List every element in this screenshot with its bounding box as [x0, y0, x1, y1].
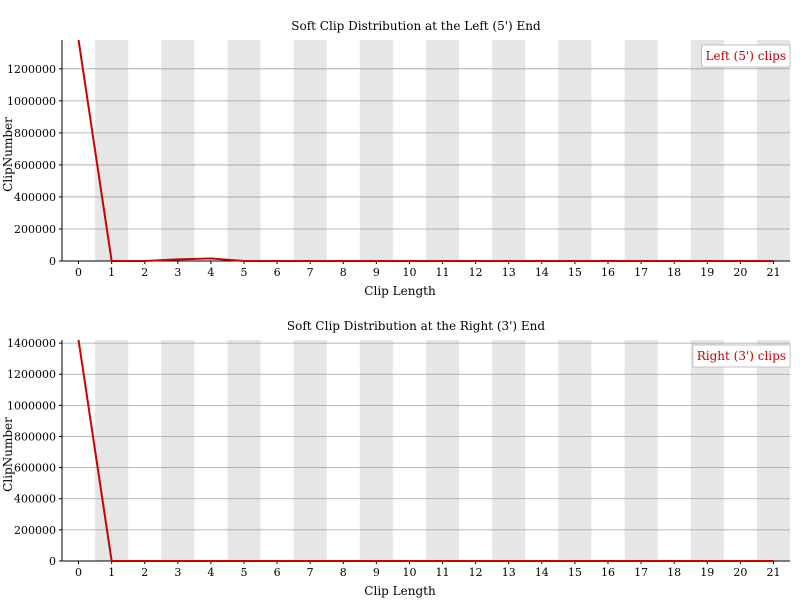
chart-title: Soft Clip Distribution at the Right (3')… [287, 319, 546, 333]
x-tick-label: 17 [634, 566, 648, 579]
category-band [161, 40, 195, 261]
x-tick-label: 18 [667, 566, 681, 579]
category-band [95, 40, 129, 261]
x-tick-label: 6 [274, 266, 281, 279]
x-tick-label: 4 [207, 266, 214, 279]
x-tick-label: 11 [436, 266, 450, 279]
x-tick-label: 12 [469, 266, 483, 279]
legend-box [692, 344, 791, 368]
category-band [558, 40, 592, 261]
x-tick-label: 2 [141, 266, 148, 279]
category-band [624, 40, 658, 261]
y-tick-label: 600000 [14, 159, 56, 172]
category-band [227, 340, 261, 561]
x-tick-label: 10 [402, 566, 416, 579]
x-tick-label: 3 [174, 566, 181, 579]
x-tick-label: 8 [340, 566, 347, 579]
y-tick-label: 0 [49, 255, 56, 268]
x-tick-label: 7 [307, 266, 314, 279]
x-tick-label: 9 [373, 266, 380, 279]
category-band [756, 40, 790, 261]
x-tick-label: 6 [274, 566, 281, 579]
x-tick-label: 14 [535, 266, 549, 279]
x-tick-label: 0 [75, 266, 82, 279]
x-tick-label: 5 [241, 266, 248, 279]
category-band [624, 340, 658, 561]
legend-entry: Right (3') clips [697, 349, 786, 363]
x-axis-label: Clip Length [364, 584, 436, 598]
x-tick-label: 7 [307, 566, 314, 579]
x-tick-label: 13 [502, 566, 516, 579]
y-tick-label: 1400000 [7, 337, 56, 350]
x-tick-label: 19 [700, 566, 714, 579]
x-tick-label: 16 [601, 266, 615, 279]
x-tick-label: 1 [108, 266, 115, 279]
category-band [492, 340, 526, 561]
y-tick-label: 400000 [14, 191, 56, 204]
category-band [227, 40, 261, 261]
x-tick-label: 13 [502, 266, 516, 279]
category-band [293, 40, 327, 261]
y-tick-label: 0 [49, 555, 56, 568]
category-band [161, 340, 195, 561]
category-band [558, 340, 592, 561]
legend-entry: Left (5') clips [706, 49, 787, 63]
category-band [293, 340, 327, 561]
x-tick-label: 2 [141, 566, 148, 579]
category-band [690, 40, 724, 261]
y-tick-label: 1000000 [7, 399, 56, 412]
y-axis-label: ClipNumber [1, 117, 15, 192]
x-tick-label: 20 [733, 266, 747, 279]
y-axis-label: ClipNumber [1, 417, 15, 492]
x-tick-label: 9 [373, 566, 380, 579]
y-tick-label: 600000 [14, 462, 56, 475]
x-tick-label: 16 [601, 566, 615, 579]
series-line [77, 39, 774, 262]
left-clip-chart: 0 200000 400000 600000 800000 1000000 1200000 0… [1, 19, 791, 298]
y-tick-label: 1200000 [7, 63, 56, 76]
x-tick-label: 14 [535, 566, 549, 579]
series-line [77, 339, 774, 562]
right-clip-chart: 0 200000 400000 600000 800000 1000000 1200000 1… [1, 319, 791, 598]
x-tick-label: 4 [207, 566, 214, 579]
x-tick-label: 18 [667, 266, 681, 279]
category-band [492, 40, 526, 261]
x-tick-label: 15 [568, 566, 582, 579]
y-tick-label: 200000 [14, 524, 56, 537]
x-tick-label: 17 [634, 266, 648, 279]
y-tick-label: 200000 [14, 223, 56, 236]
category-band [426, 40, 460, 261]
legend-box [701, 44, 791, 68]
category-band [690, 340, 724, 561]
y-tick-label: 1200000 [7, 368, 56, 381]
category-band [426, 340, 460, 561]
category-band [756, 340, 790, 561]
x-tick-label: 0 [75, 566, 82, 579]
y-tick-label: 400000 [14, 493, 56, 506]
category-band [359, 340, 393, 561]
x-tick-label: 8 [340, 266, 347, 279]
y-tick-label: 1000000 [7, 95, 56, 108]
x-tick-label: 12 [469, 566, 483, 579]
chart-title: Soft Clip Distribution at the Left (5') … [291, 19, 541, 33]
x-axis-label: Clip Length [364, 284, 436, 298]
x-tick-label: 1 [108, 566, 115, 579]
x-tick-label: 10 [402, 266, 416, 279]
x-tick-label: 21 [766, 266, 780, 279]
x-tick-label: 20 [733, 566, 747, 579]
x-tick-label: 11 [436, 566, 450, 579]
y-tick-label: 800000 [14, 127, 56, 140]
x-tick-label: 19 [700, 266, 714, 279]
x-tick-label: 5 [241, 566, 248, 579]
category-band [359, 40, 393, 261]
category-band [95, 340, 129, 561]
x-tick-label: 21 [766, 566, 780, 579]
x-tick-label: 3 [174, 266, 181, 279]
x-tick-label: 15 [568, 266, 582, 279]
y-tick-label: 800000 [14, 430, 56, 443]
